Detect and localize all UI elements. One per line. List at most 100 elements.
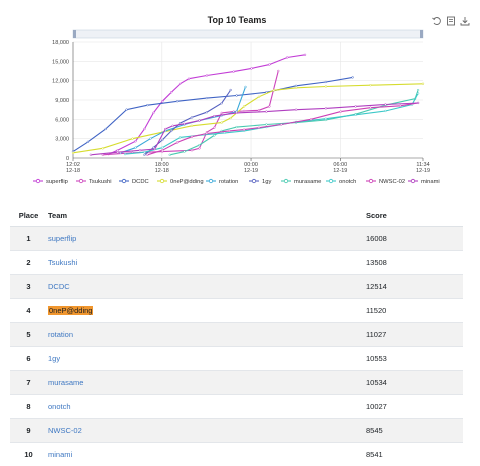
team-cell: onotch xyxy=(47,395,366,419)
series-point xyxy=(243,129,245,131)
series-point xyxy=(135,140,137,142)
team-link[interactable]: 1gy xyxy=(48,354,60,363)
legend-marker xyxy=(284,179,287,182)
place-cell: 5 xyxy=(10,323,47,347)
series-point xyxy=(161,139,163,141)
team-link[interactable]: murasame xyxy=(48,378,83,387)
team-link[interactable]: NWSC-02 xyxy=(48,426,82,435)
series-point xyxy=(224,132,226,134)
x-tick-date: 12-19 xyxy=(416,168,430,174)
series-point xyxy=(355,114,357,116)
series-point xyxy=(172,125,174,127)
table-header-row: Place Team Score xyxy=(10,204,463,227)
series-point xyxy=(179,136,181,138)
y-tick-label: 18,000 xyxy=(52,40,69,46)
team-cell: 1gy xyxy=(47,347,366,371)
datazoom-handle-right xyxy=(420,30,423,38)
series-point xyxy=(268,64,270,66)
series-point xyxy=(170,91,172,93)
series-point xyxy=(325,107,327,109)
data-view-icon[interactable] xyxy=(446,16,456,26)
series-point xyxy=(233,71,235,73)
datazoom-slider xyxy=(73,30,423,38)
place-cell: 7 xyxy=(10,371,47,395)
table-row: 7 murasame 10534 xyxy=(10,371,463,395)
legend-marker xyxy=(160,179,163,182)
table-row: 4 0neP@dding 11520 xyxy=(10,299,463,323)
team-link[interactable]: rotation xyxy=(48,330,73,339)
legend-label: 1gy xyxy=(262,179,271,185)
series-point xyxy=(221,122,223,124)
series-line-superflip xyxy=(109,55,305,154)
series-point xyxy=(230,89,232,91)
series-point xyxy=(399,105,401,107)
series-point xyxy=(310,118,312,120)
save-image-icon[interactable] xyxy=(460,16,470,26)
table-row: 1 superflip 16008 xyxy=(10,227,463,251)
series-point xyxy=(161,147,163,149)
legend-label: murasame xyxy=(294,179,321,185)
table-row: 2 Tsukushi 13508 xyxy=(10,251,463,275)
restore-icon[interactable] xyxy=(432,16,442,26)
series-point xyxy=(277,70,279,72)
place-cell: 8 xyxy=(10,395,47,419)
series-point xyxy=(370,84,372,86)
series-point xyxy=(161,100,163,102)
series-point xyxy=(117,151,119,153)
place-cell: 3 xyxy=(10,275,47,299)
series-point xyxy=(176,100,178,102)
series-point xyxy=(184,151,186,153)
series-point xyxy=(206,111,208,113)
series-point xyxy=(221,102,223,104)
series-point xyxy=(164,128,166,130)
series-point xyxy=(221,112,223,114)
series-point xyxy=(265,124,267,126)
series-point xyxy=(258,96,260,98)
series-point xyxy=(169,154,171,156)
y-tick-label: 6,000 xyxy=(55,117,69,123)
series-point xyxy=(199,147,201,149)
series-point xyxy=(325,118,327,120)
series-point xyxy=(280,124,282,126)
score-cell: 13508 xyxy=(366,251,463,275)
series-point xyxy=(191,125,193,127)
team-link-highlighted[interactable]: 0neP@dding xyxy=(48,306,93,315)
header-team: Team xyxy=(47,204,366,227)
team-link[interactable]: minami xyxy=(48,450,72,459)
series-point xyxy=(236,126,238,128)
team-link[interactable]: superflip xyxy=(48,234,76,243)
series-point xyxy=(102,147,104,149)
series-point xyxy=(213,115,215,117)
series-point xyxy=(273,89,275,91)
legend-marker xyxy=(79,179,82,182)
series-point xyxy=(176,142,178,144)
series-point xyxy=(199,144,201,146)
table-row: 9 NWSC-02 8545 xyxy=(10,419,463,443)
legend-marker xyxy=(122,179,125,182)
team-link[interactable]: DCDC xyxy=(48,282,70,291)
series-point xyxy=(251,68,253,70)
team-link[interactable]: Tsukushi xyxy=(48,258,77,267)
team-link[interactable]: onotch xyxy=(48,402,71,411)
series-point xyxy=(417,92,419,94)
series-point xyxy=(188,78,190,80)
table-row: 3 DCDC 12514 xyxy=(10,275,463,299)
series-point xyxy=(206,97,208,99)
series-point xyxy=(258,127,260,129)
series-point xyxy=(228,130,230,132)
series-point xyxy=(370,107,372,109)
score-cell: 16008 xyxy=(366,227,463,251)
place-cell: 10 xyxy=(10,443,47,466)
legend-label: rotation xyxy=(219,179,238,185)
series-point xyxy=(132,138,134,140)
series-point xyxy=(143,151,145,153)
place-cell: 2 xyxy=(10,251,47,275)
team-cell: DCDC xyxy=(47,275,366,299)
score-cell: 10534 xyxy=(366,371,463,395)
series-point xyxy=(384,104,386,106)
place-cell: 9 xyxy=(10,419,47,443)
series-point xyxy=(236,95,238,97)
team-cell: Tsukushi xyxy=(47,251,366,275)
table-row: 6 1gy 10553 xyxy=(10,347,463,371)
